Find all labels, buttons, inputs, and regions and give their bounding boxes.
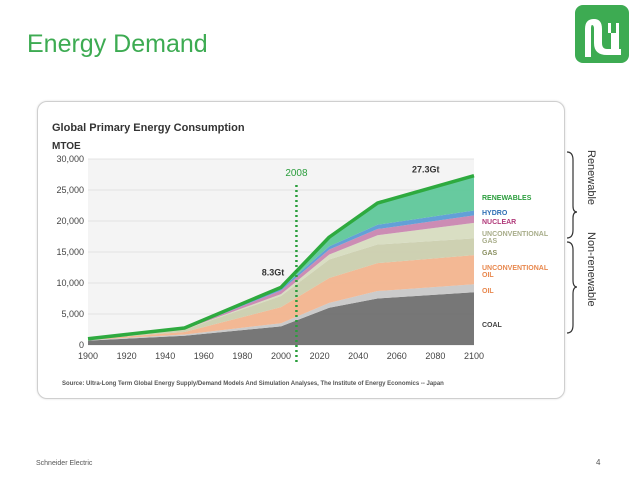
- x-tick-label: 1940: [155, 351, 175, 361]
- chart-panel: Global Primary Energy Consumption MTOE 0 5,…: [37, 101, 565, 399]
- brand-logo: [575, 5, 629, 63]
- non-renewable-label: Non-renewable: [585, 232, 597, 307]
- annotation-27-3gt: 27.3Gt: [412, 164, 440, 174]
- y-tick-label: 15,000: [56, 247, 84, 257]
- legend-label: OIL: [482, 288, 494, 295]
- legend-label: COAL: [482, 322, 503, 329]
- y-tick-label: 25,000: [56, 185, 84, 195]
- legend-label: GAS: [482, 250, 498, 257]
- x-tick-label: 2040: [348, 351, 368, 361]
- non-renewable-brace: [567, 242, 577, 333]
- energy-chart: Global Primary Energy Consumption MTOE 0 5,…: [38, 102, 564, 398]
- footer-company: Schneider Electric: [36, 460, 92, 467]
- annotation-8-3gt: 8.3Gt: [262, 267, 285, 277]
- legend-label: RENEWABLES: [482, 195, 532, 202]
- legend-label: OIL: [482, 272, 494, 279]
- x-tick-label: 1960: [194, 351, 214, 361]
- x-tick-label: 2060: [387, 351, 407, 361]
- year-2008-label: 2008: [285, 168, 308, 179]
- x-tick-label: 1920: [117, 351, 137, 361]
- x-tick-label: 2000: [271, 351, 291, 361]
- y-tick-label: 10,000: [56, 278, 84, 288]
- y-tick-label: 0: [79, 340, 84, 350]
- renewable-label: Renewable: [585, 150, 597, 205]
- x-tick-label: 2020: [310, 351, 330, 361]
- y-tick-label: 20,000: [56, 216, 84, 226]
- renewable-brace: [567, 152, 577, 238]
- x-tick-label: 2080: [425, 351, 445, 361]
- chart-source: Source: Ultra-Long Term Global Energy Su…: [62, 381, 444, 387]
- legend-label: HYDRO: [482, 210, 508, 217]
- chart-title: Global Primary Energy Consumption: [52, 122, 245, 134]
- x-tick-label: 2100: [464, 351, 484, 361]
- legend-label: UNCONVENTIONAL: [482, 265, 549, 272]
- legend-label: UNCONVENTIONAL: [482, 231, 549, 238]
- y-tick-label: 5,000: [61, 309, 84, 319]
- y-tick-label: 30,000: [56, 154, 84, 164]
- x-tick-label: 1900: [78, 351, 98, 361]
- y-axis-unit: MTOE: [52, 141, 81, 152]
- slide-title: Energy Demand: [27, 30, 208, 59]
- category-braces: [565, 150, 585, 335]
- x-tick-label: 1980: [232, 351, 252, 361]
- legend-label: GAS: [482, 238, 498, 245]
- page-number: 4: [596, 458, 600, 467]
- plug-logo-icon: [575, 5, 629, 63]
- legend-label: NUCLEAR: [482, 219, 516, 226]
